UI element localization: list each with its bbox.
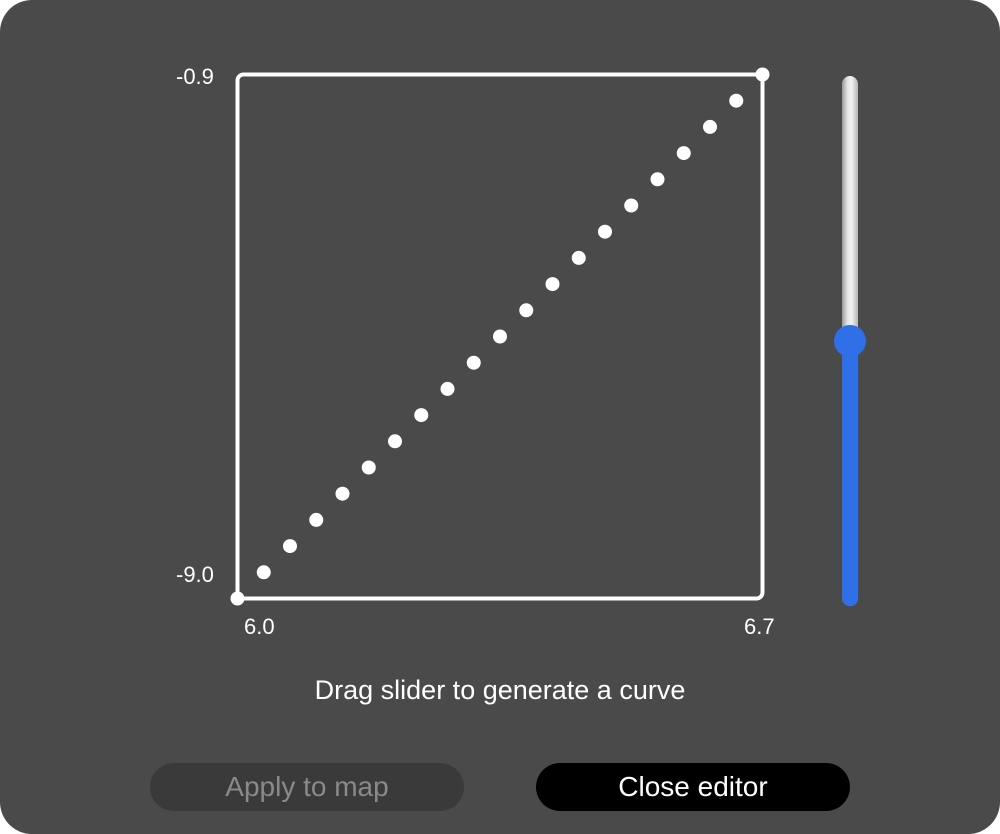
- curve-point: [598, 224, 612, 239]
- x-axis-min-label: 6.0: [244, 614, 275, 639]
- curve-point: [309, 512, 324, 527]
- instruction-text: Drag slider to generate a curve: [314, 675, 686, 705]
- curve-point: [729, 93, 744, 108]
- curve-slider-thumb[interactable]: [834, 325, 866, 357]
- x-axis-max-label: 6.7: [744, 614, 775, 639]
- y-axis-max-label: -0.9: [176, 64, 214, 89]
- curve-point: [388, 434, 402, 449]
- curve-point: [571, 250, 586, 265]
- plot-frame: [235, 72, 765, 601]
- curve-endpoint-handle[interactable]: [755, 67, 770, 82]
- curve-point: [466, 355, 481, 370]
- curve-points: [230, 67, 770, 606]
- curve-point: [440, 381, 455, 396]
- curve-point: [414, 408, 429, 423]
- curve-slider-fill: [842, 341, 858, 606]
- curve-point: [650, 172, 665, 187]
- curve-point: [676, 146, 691, 161]
- curve-point: [335, 486, 350, 501]
- curve-point: [361, 460, 376, 475]
- curve-endpoint-handle[interactable]: [230, 591, 245, 606]
- curve-point: [493, 329, 507, 344]
- curve-point: [283, 539, 297, 554]
- y-axis-min-label: -9.0: [176, 562, 214, 587]
- curve-point: [545, 277, 560, 292]
- curve-point: [703, 119, 717, 134]
- close-editor-button[interactable]: Close editor: [536, 763, 850, 811]
- curve-point: [256, 565, 271, 580]
- curve-point: [519, 303, 534, 318]
- apply-to-map-button[interactable]: Apply to map: [150, 763, 464, 811]
- curve-point: [624, 198, 639, 213]
